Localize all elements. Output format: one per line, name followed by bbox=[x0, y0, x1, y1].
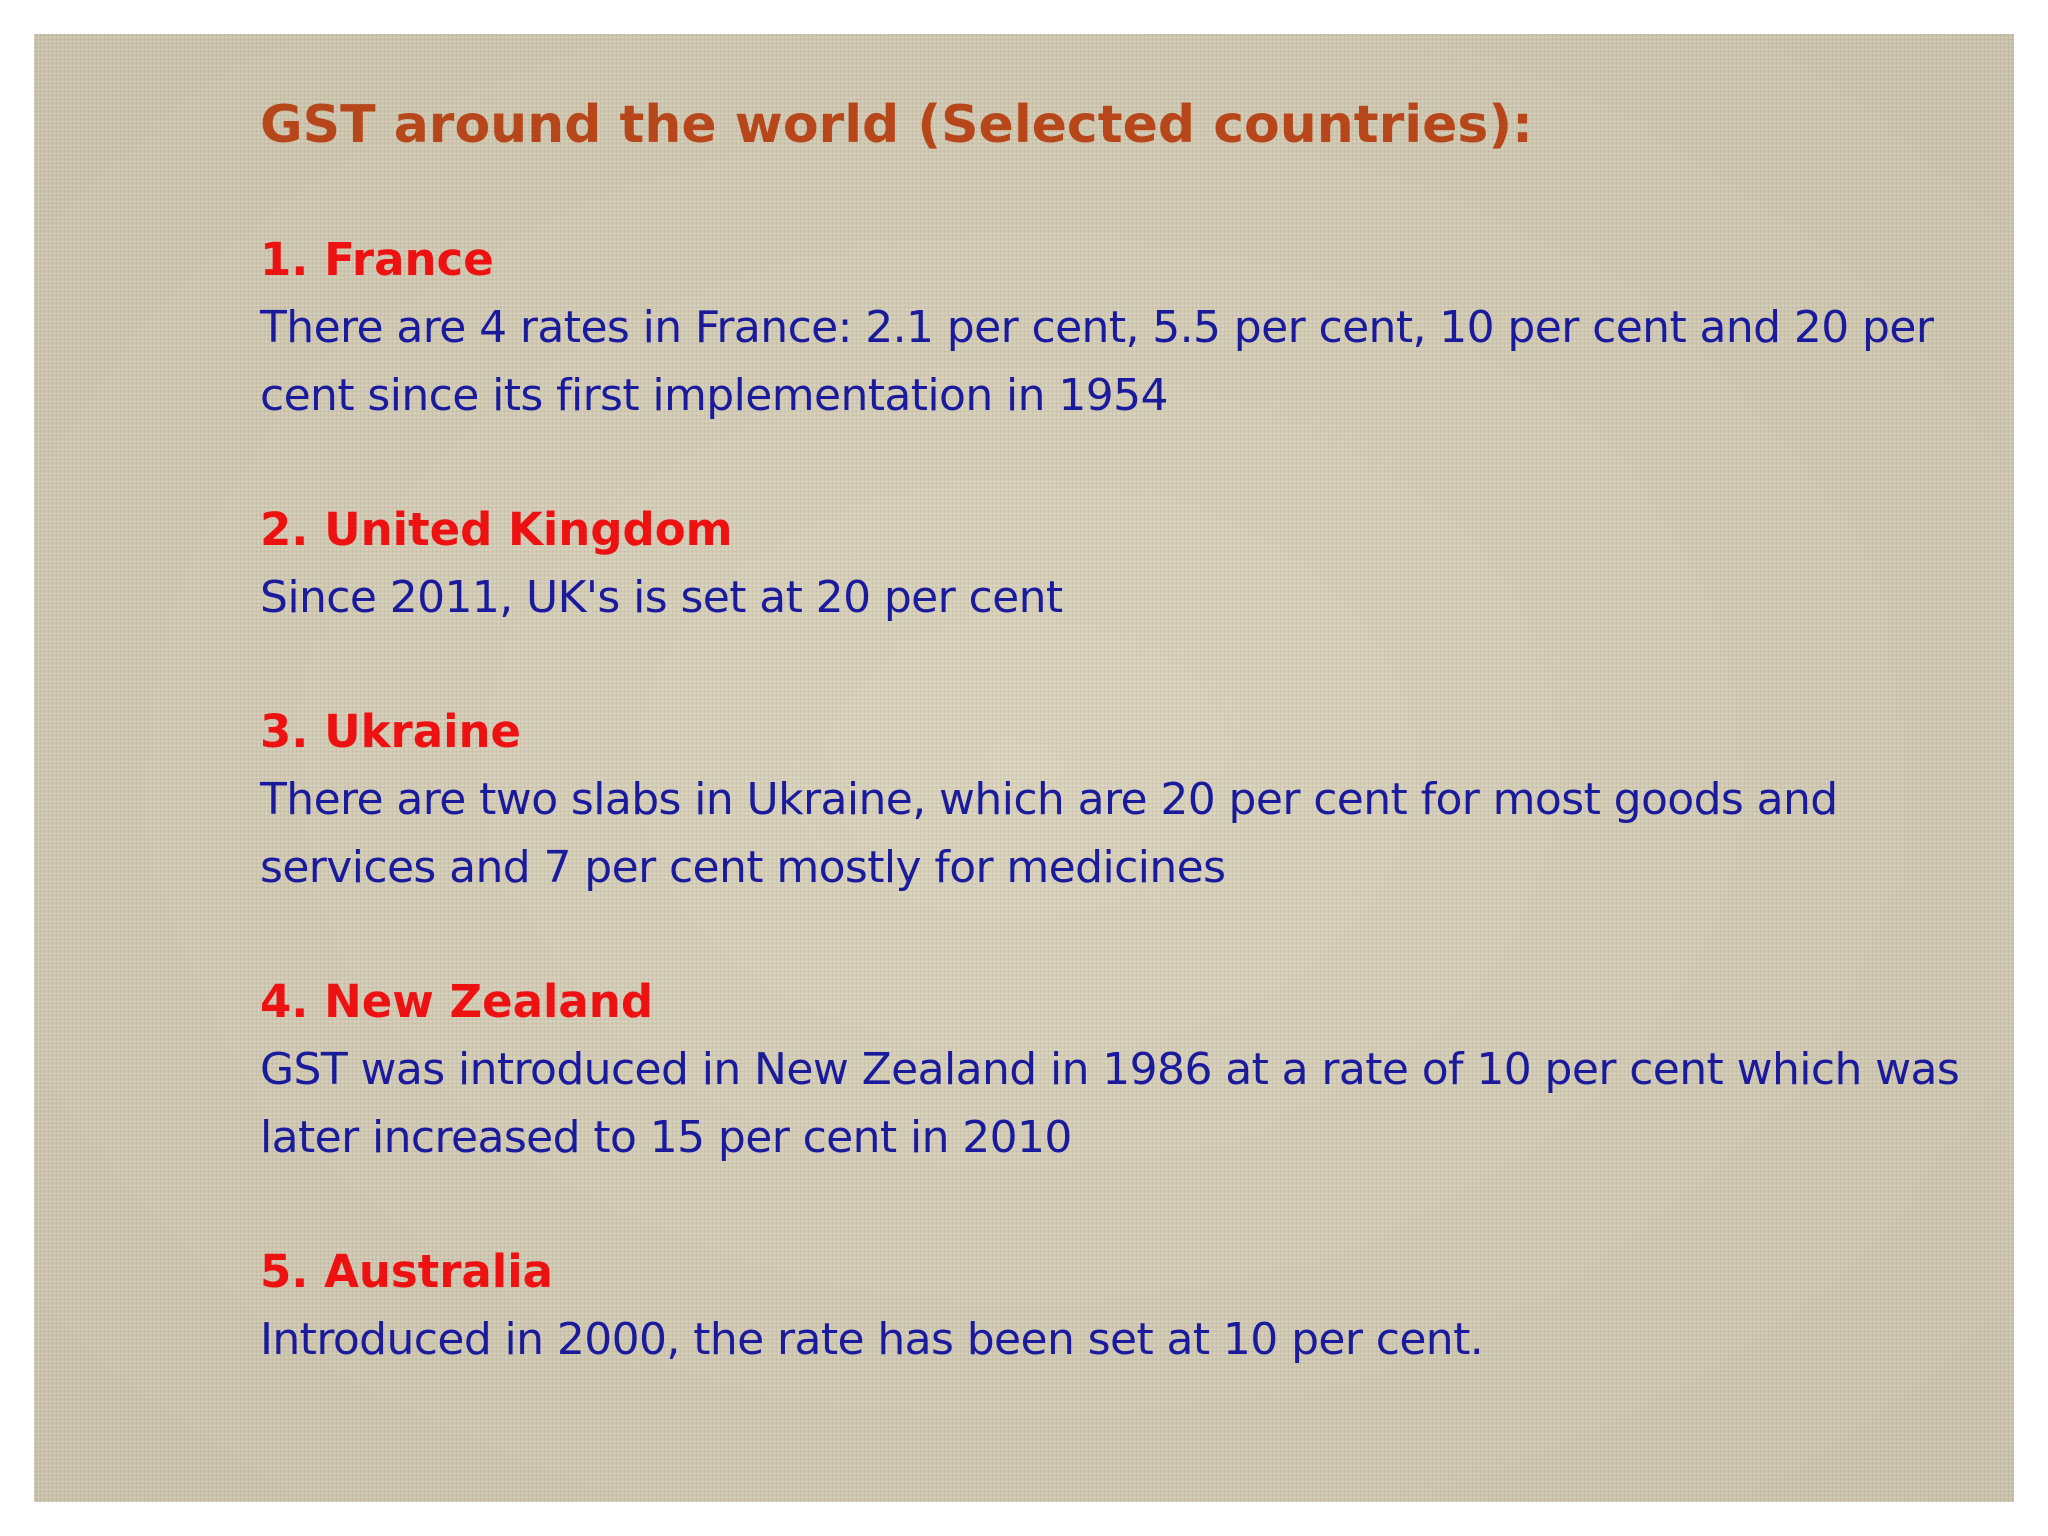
section-body: Since 2011, UK's is set at 20 per cent bbox=[260, 572, 1063, 623]
section-body: There are two slabs in Ukraine, which ar… bbox=[260, 774, 1838, 893]
section-body: There are 4 rates in France: 2.1 per cen… bbox=[260, 302, 1934, 421]
section-ukraine: 3. Ukraine There are two slabs in Ukrain… bbox=[260, 698, 1980, 902]
slide: GST around the world (Selected countries… bbox=[34, 34, 2014, 1502]
section-heading: 5. Australia bbox=[260, 1245, 554, 1298]
section-heading: 3. Ukraine bbox=[260, 705, 522, 758]
section-heading: 1. France bbox=[260, 233, 494, 286]
slide-content: GST around the world (Selected countries… bbox=[260, 90, 1980, 1440]
section-australia: 5. Australia Introduced in 2000, the rat… bbox=[260, 1238, 1980, 1374]
section-new-zealand: 4. New Zealand GST was introduced in New… bbox=[260, 968, 1980, 1172]
section-france: 1. France There are 4 rates in France: 2… bbox=[260, 226, 1980, 430]
section-united-kingdom: 2. United Kingdom Since 2011, UK's is se… bbox=[260, 496, 1980, 632]
section-body: Introduced in 2000, the rate has been se… bbox=[260, 1314, 1484, 1365]
section-body: GST was introduced in New Zealand in 198… bbox=[260, 1044, 1960, 1163]
section-heading: 4. New Zealand bbox=[260, 975, 654, 1028]
section-heading: 2. United Kingdom bbox=[260, 503, 733, 556]
slide-title: GST around the world (Selected countries… bbox=[260, 95, 1533, 155]
